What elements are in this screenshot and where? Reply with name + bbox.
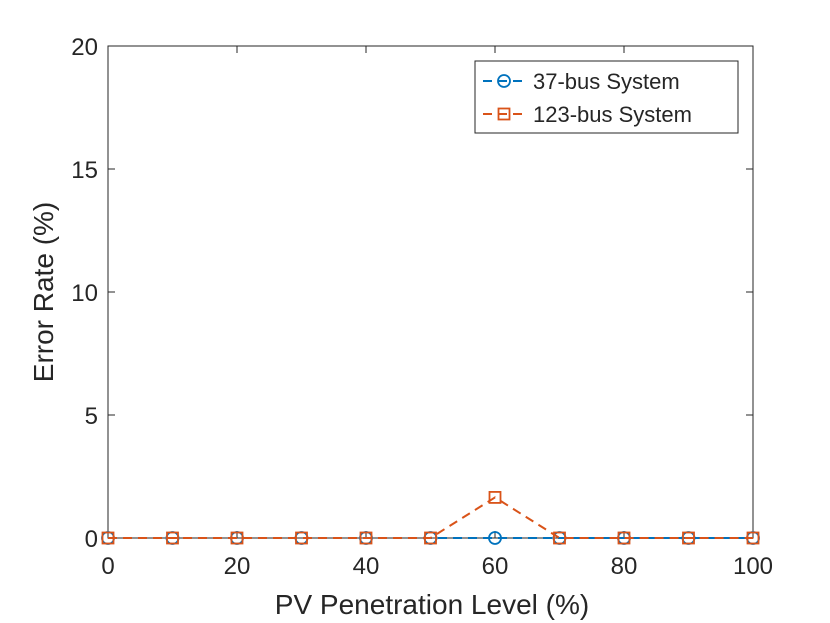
x-axis-label: PV Penetration Level (%) — [275, 589, 589, 620]
legend-label: 37-bus System — [533, 69, 680, 94]
data-point — [553, 531, 566, 545]
legend-item: 123-bus System — [483, 102, 692, 127]
data-point — [617, 531, 631, 545]
legend-box — [474, 60, 739, 134]
x-axis-ticks: 0 20 40 60 80 100 — [101, 46, 773, 580]
y-axis-label: Error Rate (%) — [28, 202, 59, 382]
data-point — [746, 531, 760, 545]
data-point — [682, 531, 695, 545]
series-2 — [101, 491, 760, 545]
data-point — [230, 531, 244, 545]
x-tick-label: 40 — [353, 553, 380, 580]
legend-marker — [497, 74, 511, 88]
y-tick-label: 5 — [85, 403, 98, 430]
series-line — [108, 496, 753, 539]
legend-marker — [497, 107, 511, 121]
series-layer — [101, 491, 760, 545]
y-tick-label: 15 — [71, 157, 98, 184]
y-tick-label: 20 — [71, 34, 98, 61]
y-tick-label: 10 — [71, 280, 98, 307]
data-point — [295, 531, 308, 545]
data-point — [166, 531, 179, 545]
y-tick-label: 0 — [85, 526, 98, 553]
data-point — [488, 531, 502, 545]
x-tick-label: 60 — [482, 553, 509, 580]
x-tick-label: 0 — [101, 553, 114, 580]
legend-label: 123-bus System — [533, 102, 692, 127]
legend: 37-bus System 123-bus System — [474, 60, 739, 134]
x-tick-label: 80 — [611, 553, 638, 580]
data-point — [101, 531, 115, 545]
y-axis-ticks: 0 5 10 15 20 — [71, 34, 753, 553]
data-point — [359, 531, 373, 545]
legend-item: 37-bus System — [483, 69, 680, 94]
x-tick-label: 20 — [224, 553, 251, 580]
data-point — [488, 491, 502, 504]
data-point — [424, 531, 437, 545]
x-tick-label: 100 — [733, 553, 773, 580]
